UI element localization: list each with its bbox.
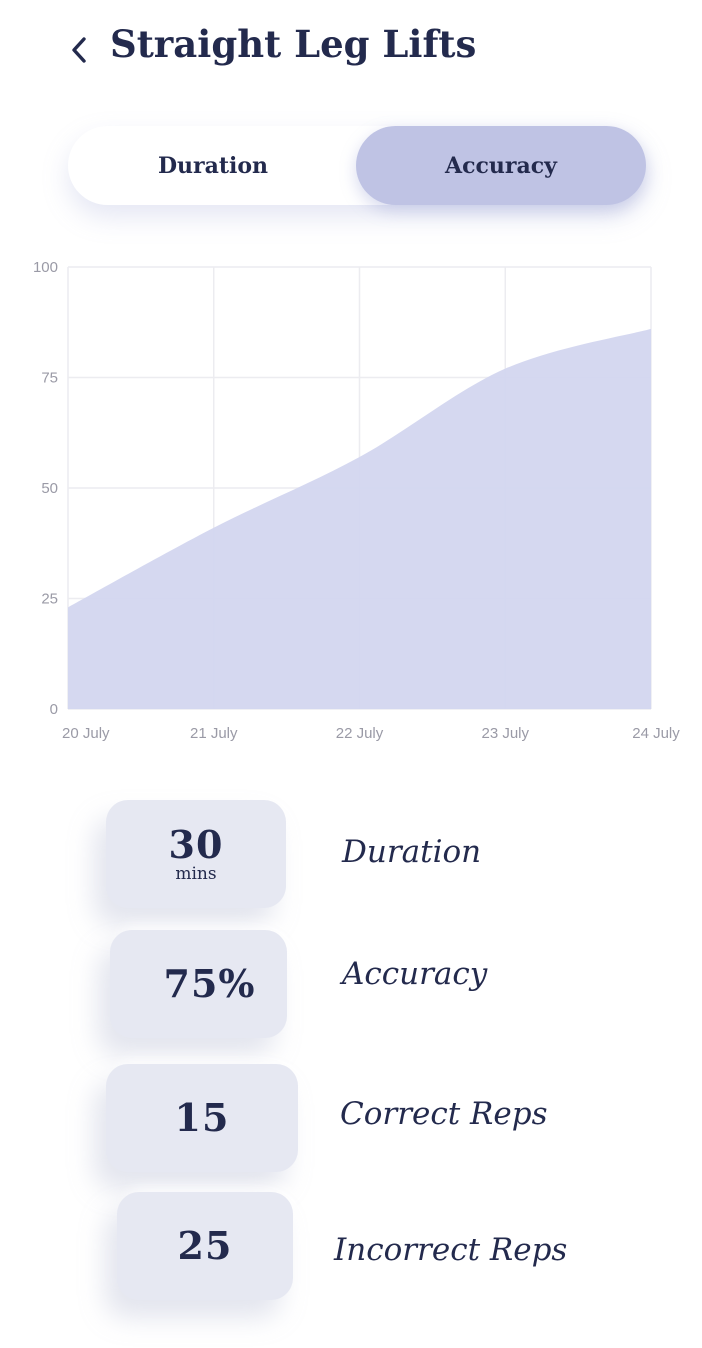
stat-tile: 25 bbox=[117, 1192, 293, 1300]
stat-duration: 30 mins Duration bbox=[0, 800, 702, 912]
stat-label: Incorrect Reps bbox=[334, 1232, 568, 1268]
y-tick-label: 50 bbox=[41, 480, 58, 497]
stat-accuracy: 75% Accuracy bbox=[0, 930, 702, 1042]
chevron-left-icon bbox=[72, 37, 86, 63]
x-tick-label: 22 July bbox=[336, 725, 384, 742]
x-tick-label: 21 July bbox=[190, 725, 238, 742]
toggle-duration[interactable]: Duration bbox=[157, 152, 269, 179]
stat-label: Correct Reps bbox=[340, 1096, 548, 1132]
x-tick-label: 24 July bbox=[632, 725, 680, 742]
y-tick-label: 100 bbox=[33, 259, 58, 276]
stat-unit: mins bbox=[175, 863, 217, 884]
metric-toggle: Duration Accuracy bbox=[68, 126, 646, 205]
stat-correct-reps: 15 Correct Reps bbox=[0, 1064, 702, 1176]
stat-value: 75% bbox=[163, 961, 256, 1006]
page-title: Straight Leg Lifts bbox=[110, 22, 477, 66]
stat-tile: 15 bbox=[106, 1064, 298, 1172]
x-tick-label: 23 July bbox=[481, 725, 529, 742]
stat-tile: 75% bbox=[110, 930, 287, 1038]
accuracy-area bbox=[68, 328, 651, 709]
stat-tile: 30 mins bbox=[106, 800, 286, 908]
stat-label: Accuracy bbox=[342, 956, 488, 992]
y-tick-label: 75 bbox=[41, 370, 58, 387]
accuracy-chart: 0 25 50 75 100 20 July 21 July 22 July 23 July 24… bbox=[33, 259, 680, 742]
stat-value: 15 bbox=[174, 1095, 230, 1140]
stat-incorrect-reps: 25 Incorrect Reps bbox=[0, 1192, 702, 1304]
stat-label: Duration bbox=[342, 834, 482, 870]
toggle-accuracy[interactable]: Accuracy bbox=[356, 126, 646, 205]
back-button[interactable] bbox=[62, 30, 96, 70]
stat-value: 25 bbox=[177, 1223, 233, 1268]
y-tick-label: 0 bbox=[50, 701, 58, 718]
x-tick-label: 20 July bbox=[62, 725, 110, 742]
stat-value: 30 bbox=[168, 821, 224, 867]
y-tick-label: 25 bbox=[41, 591, 58, 608]
